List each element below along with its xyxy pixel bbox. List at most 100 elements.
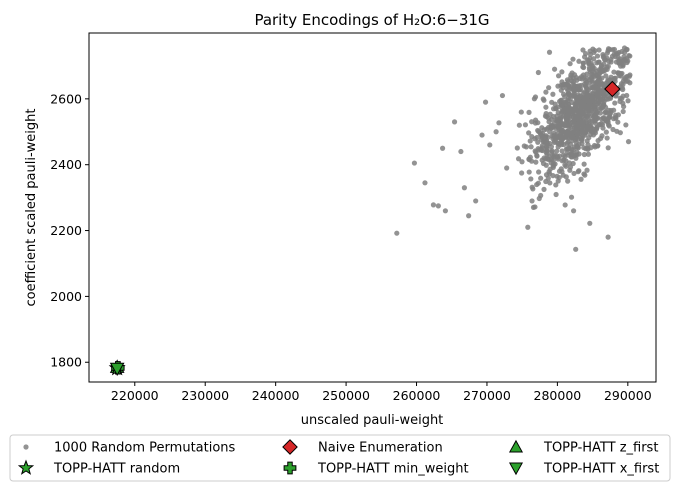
random-permutation-point <box>579 76 585 82</box>
random-permutation-point <box>546 49 553 55</box>
random-permutation-point <box>603 129 609 135</box>
random-permutation-point <box>607 77 613 83</box>
random-permutation-point <box>522 122 529 128</box>
random-permutation-point <box>563 174 569 180</box>
naive-enumeration-marker <box>604 80 621 98</box>
random-permutation-point <box>579 140 585 147</box>
random-permutation-point <box>473 198 479 204</box>
random-permutation-point <box>566 95 572 101</box>
random-permutation-point <box>526 130 532 136</box>
random-permutation-point <box>601 114 607 121</box>
random-permutation-point <box>546 156 552 162</box>
random-permutation-point <box>593 111 599 117</box>
random-permutation-point <box>451 119 458 125</box>
legend-marker <box>283 461 297 475</box>
x-tick-label: 220000 <box>111 388 159 403</box>
random-permutation-point <box>596 47 602 53</box>
random-permutation-point <box>611 69 617 75</box>
random-permutation-point <box>538 192 544 199</box>
random-permutation-point <box>613 112 619 118</box>
random-permutation-point <box>585 123 592 129</box>
random-permutation-point <box>619 48 625 55</box>
random-permutation-point <box>555 83 561 89</box>
random-permutation-point <box>563 133 570 139</box>
random-permutation-point <box>559 69 565 75</box>
random-permutation-point <box>623 78 629 84</box>
random-permutation-point <box>538 147 545 153</box>
random-permutation-point <box>544 151 550 157</box>
random-permutation-point <box>562 162 568 168</box>
random-permutation-point <box>619 85 625 91</box>
random-permutation-point <box>581 151 587 158</box>
random-permutation-point <box>568 151 574 157</box>
random-permutation-point <box>616 70 622 76</box>
random-permutation-point <box>621 103 627 110</box>
random-permutation-point <box>603 73 609 79</box>
random-permutation-point <box>598 121 604 127</box>
random-permutation-point <box>565 101 572 107</box>
random-permutation-point <box>574 97 580 103</box>
y-tick-label: 2200 <box>50 223 82 238</box>
random-permutation-point <box>605 145 611 151</box>
random-permutation-point <box>615 119 621 125</box>
random-permutation-point <box>588 104 594 110</box>
random-permutation-point <box>561 157 567 163</box>
random-permutation-point <box>553 182 559 188</box>
random-permutation-point <box>588 62 594 68</box>
random-permutation-point <box>580 72 587 78</box>
random-permutation-point <box>573 114 579 120</box>
random-permutation-point <box>526 109 532 115</box>
random-permutation-point <box>535 139 541 145</box>
random-permutation-point <box>583 146 589 152</box>
random-permutation-point <box>610 126 616 133</box>
random-permutation-point <box>617 130 623 136</box>
random-permutation-point <box>535 180 541 186</box>
random-permutation-point <box>599 75 605 81</box>
random-permutation-point <box>461 185 468 191</box>
random-permutation-point <box>589 68 595 74</box>
random-permutation-point <box>499 92 506 99</box>
random-permutation-point <box>529 119 535 125</box>
random-permutation-point <box>608 107 614 114</box>
random-permutation-point <box>625 98 631 104</box>
random-permutation-point <box>553 191 559 198</box>
random-permutation-point <box>536 169 542 175</box>
random-permutation-point <box>581 99 587 105</box>
legend-marker <box>508 439 524 453</box>
random-permutation-point <box>604 50 610 56</box>
random-permutation-point <box>556 98 563 105</box>
legend-label: TOPP-HATT z_first <box>543 441 658 456</box>
random-permutation-point <box>442 208 448 214</box>
random-permutation-point <box>541 155 547 161</box>
random-permutation-point <box>584 138 590 144</box>
random-permutation-point <box>573 246 579 252</box>
points-layer <box>394 45 633 252</box>
random-permutation-point <box>597 110 603 116</box>
random-permutation-point <box>595 78 601 84</box>
random-permutation-point <box>564 140 570 146</box>
random-permutation-point <box>578 125 584 131</box>
random-permutation-point <box>592 144 598 150</box>
random-permutation-point <box>581 95 587 102</box>
random-permutation-point <box>586 111 592 117</box>
random-permutation-point <box>584 167 590 173</box>
random-permutation-point <box>551 66 558 72</box>
random-permutation-point <box>542 113 549 119</box>
random-permutation-point <box>622 56 628 62</box>
random-permutation-point <box>587 220 593 226</box>
random-permutation-point <box>576 87 583 93</box>
random-permutation-point <box>592 47 598 54</box>
random-permutation-point <box>411 160 418 166</box>
random-permutation-point <box>576 58 582 64</box>
random-permutation-point <box>556 174 562 181</box>
random-permutation-point <box>572 93 578 99</box>
random-permutation-point <box>528 176 534 182</box>
random-permutation-point <box>573 105 579 111</box>
legend-items: 1000 Random Permutations TOPP-HATT random… <box>17 439 659 477</box>
random-permutation-point <box>618 81 625 87</box>
random-permutation-point <box>615 51 621 57</box>
random-permutation-point <box>550 173 556 179</box>
random-permutation-point <box>601 61 607 67</box>
plot-area <box>88 32 657 383</box>
y-tick-label: 2400 <box>50 157 82 172</box>
